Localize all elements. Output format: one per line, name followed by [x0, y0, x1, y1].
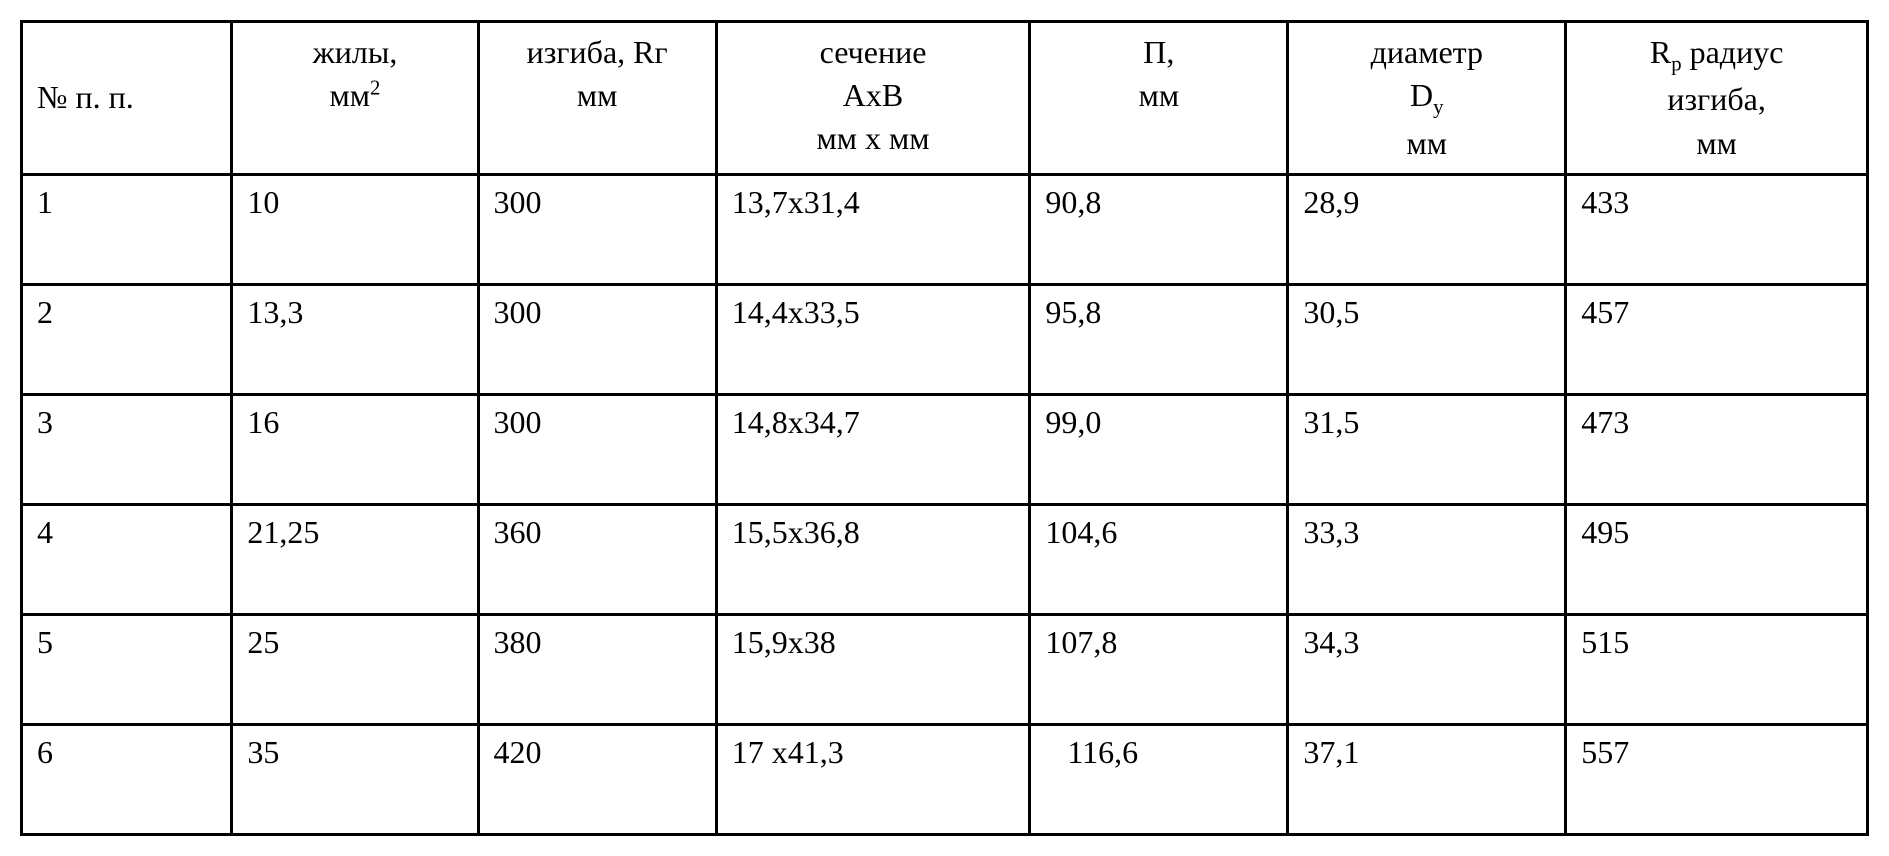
cell-p_mm: 104,6: [1030, 504, 1288, 614]
col-header-num: № п. п.: [22, 22, 232, 175]
col-header-izgiba-l2: мм: [494, 74, 701, 117]
col-header-p: П, мм: [1030, 22, 1288, 175]
cell-sechenie: 14,8х34,7: [716, 394, 1030, 504]
col-header-sechenie-l1: сечение: [732, 31, 1015, 74]
cell-zhily: 10: [232, 174, 478, 284]
data-table: № п. п. жилы, мм2 изгиба, Rг мм сечение …: [20, 20, 1869, 836]
cell-num: 5: [22, 614, 232, 724]
cell-diam: 34,3: [1288, 614, 1566, 724]
cell-zhily: 21,25: [232, 504, 478, 614]
cell-rp: 495: [1566, 504, 1868, 614]
cell-diam: 33,3: [1288, 504, 1566, 614]
cell-rp: 473: [1566, 394, 1868, 504]
col-header-p-l2: мм: [1045, 74, 1272, 117]
col-header-izgiba: изгиба, Rг мм: [478, 22, 716, 175]
cell-p_mm: 99,0: [1030, 394, 1288, 504]
col-header-diam-l2: Dу: [1303, 74, 1550, 121]
cell-zhily: 16: [232, 394, 478, 504]
col-header-rp-l3: мм: [1581, 122, 1852, 165]
table-row: 421,2536015,5х36,8104,633,3495: [22, 504, 1868, 614]
header-row: № п. п. жилы, мм2 изгиба, Rг мм сечение …: [22, 22, 1868, 175]
cell-izgiba_rg: 300: [478, 394, 716, 504]
cell-num: 2: [22, 284, 232, 394]
col-header-sechenie-l3: мм х мм: [732, 117, 1015, 160]
col-header-sechenie-l2: АхВ: [732, 74, 1015, 117]
cell-diam: 37,1: [1288, 724, 1566, 834]
cell-sechenie: 15,5х36,8: [716, 504, 1030, 614]
table-header: № п. п. жилы, мм2 изгиба, Rг мм сечение …: [22, 22, 1868, 175]
col-header-zhily: жилы, мм2: [232, 22, 478, 175]
cell-p_mm: 95,8: [1030, 284, 1288, 394]
cell-sechenie: 17 х41,3: [716, 724, 1030, 834]
cell-rp: 515: [1566, 614, 1868, 724]
cell-diam: 28,9: [1288, 174, 1566, 284]
col-header-p-l1: П,: [1045, 31, 1272, 74]
table-row: 213,330014,4х33,595,830,5457: [22, 284, 1868, 394]
table-row: 31630014,8х34,799,031,5473: [22, 394, 1868, 504]
cell-sechenie: 13,7х31,4: [716, 174, 1030, 284]
cell-p_mm: 116,6: [1030, 724, 1288, 834]
table-body: 11030013,7х31,490,828,9433213,330014,4х3…: [22, 174, 1868, 834]
col-header-num-l1: № п. п.: [37, 76, 216, 119]
col-header-zhily-l2: мм2: [247, 74, 462, 117]
col-header-rp-l2: изгиба,: [1581, 78, 1852, 121]
cell-rp: 557: [1566, 724, 1868, 834]
table-row: 11030013,7х31,490,828,9433: [22, 174, 1868, 284]
col-header-rp-l1: Rр радиус: [1581, 31, 1852, 78]
cell-num: 3: [22, 394, 232, 504]
col-header-izgiba-l1: изгиба, Rг: [494, 31, 701, 74]
col-header-diam: диаметр Dу мм: [1288, 22, 1566, 175]
cell-p_mm: 107,8: [1030, 614, 1288, 724]
cell-zhily: 13,3: [232, 284, 478, 394]
cell-rp: 433: [1566, 174, 1868, 284]
cell-diam: 31,5: [1288, 394, 1566, 504]
cell-izgiba_rg: 300: [478, 284, 716, 394]
col-header-diam-l3: мм: [1303, 122, 1550, 165]
cell-diam: 30,5: [1288, 284, 1566, 394]
cell-izgiba_rg: 360: [478, 504, 716, 614]
cell-sechenie: 15,9х38: [716, 614, 1030, 724]
col-header-sechenie: сечение АхВ мм х мм: [716, 22, 1030, 175]
col-header-diam-l1: диаметр: [1303, 31, 1550, 74]
cell-rp: 457: [1566, 284, 1868, 394]
cell-num: 4: [22, 504, 232, 614]
cell-izgiba_rg: 420: [478, 724, 716, 834]
col-header-rp: Rр радиус изгиба, мм: [1566, 22, 1868, 175]
table-row: 63542017 х41,3116,637,1557: [22, 724, 1868, 834]
col-header-zhily-l1: жилы,: [247, 31, 462, 74]
table-row: 52538015,9х38107,834,3515: [22, 614, 1868, 724]
cell-izgiba_rg: 300: [478, 174, 716, 284]
cell-sechenie: 14,4х33,5: [716, 284, 1030, 394]
cell-zhily: 25: [232, 614, 478, 724]
cell-num: 1: [22, 174, 232, 284]
cell-num: 6: [22, 724, 232, 834]
cell-zhily: 35: [232, 724, 478, 834]
cell-izgiba_rg: 380: [478, 614, 716, 724]
cell-p_mm: 90,8: [1030, 174, 1288, 284]
